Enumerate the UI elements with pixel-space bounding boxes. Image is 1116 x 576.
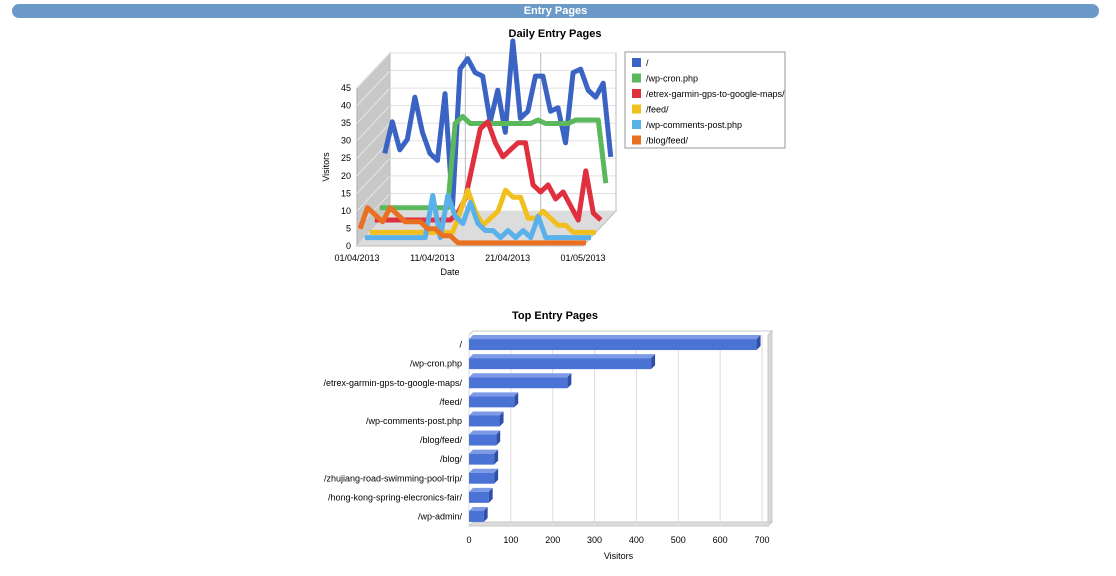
legend-swatch bbox=[632, 120, 641, 129]
category-label: / bbox=[459, 340, 462, 350]
bar-side bbox=[514, 392, 519, 408]
category-label: /blog/feed/ bbox=[420, 435, 463, 445]
series-line bbox=[364, 192, 591, 241]
category-label: /feed/ bbox=[439, 397, 462, 407]
y-gridline-side bbox=[356, 105, 391, 142]
series-line bbox=[379, 113, 609, 211]
y-tick-label: 15 bbox=[341, 188, 351, 198]
x-tick-label: 700 bbox=[754, 535, 769, 545]
bar bbox=[469, 434, 497, 446]
bar-chart-title: Top Entry Pages bbox=[512, 310, 598, 322]
x-tick-label: 100 bbox=[503, 535, 518, 545]
series-line bbox=[357, 205, 586, 246]
category-label: /wp-comments-post.php bbox=[366, 416, 462, 426]
legend-label: /wp-cron.php bbox=[646, 74, 698, 84]
category-label: /wp-admin/ bbox=[418, 511, 463, 521]
bar-top bbox=[469, 392, 519, 397]
y-gridline-side bbox=[356, 175, 391, 212]
category-label: /wp-cron.php bbox=[410, 359, 462, 369]
category-label: /etrex-garmin-gps-to-google-maps/ bbox=[323, 378, 462, 388]
bar-top bbox=[469, 354, 656, 359]
x-tick-label: 01/05/2013 bbox=[560, 253, 605, 263]
x-axis-label: Visitors bbox=[604, 551, 634, 561]
bar bbox=[469, 453, 495, 465]
bar-top bbox=[469, 411, 504, 416]
legend-swatch bbox=[632, 135, 641, 145]
bar-top bbox=[469, 449, 499, 454]
legend-label: /feed/ bbox=[646, 105, 669, 115]
category-label: /zhujiang-road-swimming-pool-trip/ bbox=[324, 473, 463, 483]
bar-side bbox=[483, 506, 488, 522]
y-tick-label: 0 bbox=[346, 241, 351, 251]
legend-label: /etrex-garmin-gps-to-google-maps/ bbox=[646, 89, 785, 99]
y-tick-label: 40 bbox=[341, 101, 351, 111]
y-axis-label: Visitors bbox=[321, 152, 331, 182]
y-gridline-side bbox=[356, 87, 391, 124]
bar-side bbox=[494, 468, 499, 484]
legend-box bbox=[624, 51, 786, 149]
line-chart-title: Daily Entry Pages bbox=[508, 28, 602, 40]
y-gridline-side bbox=[356, 122, 391, 159]
x-axis-label: Date bbox=[440, 267, 459, 277]
daily-entry-pages-chart: 0 5 10 15 20 25 30 35 40 45 01/04/2013 11/04/2013 21… bbox=[321, 38, 786, 277]
bar-top bbox=[469, 373, 572, 378]
bar-side bbox=[494, 449, 499, 465]
x-tick-label: 400 bbox=[629, 535, 644, 545]
y-tick-label: 5 bbox=[346, 223, 351, 233]
category-label: /blog/ bbox=[440, 454, 463, 464]
y-gridline-side bbox=[356, 157, 391, 194]
y-gridline-side bbox=[356, 52, 391, 89]
y-gridline-side bbox=[356, 70, 391, 106]
x-tick-label: 11/04/2013 bbox=[410, 253, 454, 263]
x-tick-label: 200 bbox=[545, 535, 560, 545]
x-tick-label: 21/04/2013 bbox=[485, 253, 530, 263]
bar bbox=[469, 339, 757, 351]
y-tick-label: 20 bbox=[341, 171, 351, 181]
x-tick-label: 600 bbox=[713, 535, 728, 545]
category-label: /hong-kong-spring-elecronics-fair/ bbox=[328, 492, 463, 502]
legend-swatch bbox=[632, 104, 641, 114]
y-tick-label: 30 bbox=[341, 136, 351, 146]
legend-swatch bbox=[632, 73, 641, 83]
bar bbox=[469, 377, 568, 389]
y-tick-label: 25 bbox=[341, 153, 351, 163]
x-tick-label: 500 bbox=[671, 535, 686, 545]
bar-top bbox=[469, 430, 501, 435]
y-tick-label: 45 bbox=[341, 83, 351, 93]
bar bbox=[469, 472, 495, 484]
x-tick-label: 01/04/2013 bbox=[334, 253, 379, 263]
legend-label: / bbox=[646, 58, 649, 68]
bar bbox=[469, 396, 515, 408]
series-line bbox=[382, 38, 614, 209]
bar bbox=[469, 358, 652, 370]
x-tick-label: 0 bbox=[466, 535, 471, 545]
bar-side bbox=[567, 373, 572, 389]
bar-right-wall bbox=[767, 329, 773, 528]
bar bbox=[469, 415, 500, 427]
legend-swatch bbox=[632, 89, 641, 98]
section-header: Entry Pages bbox=[12, 4, 1099, 18]
bar-top bbox=[469, 506, 488, 511]
bar-floor bbox=[467, 521, 774, 527]
bar-side bbox=[488, 487, 493, 503]
bar bbox=[469, 510, 484, 522]
x-tick-label: 300 bbox=[587, 535, 602, 545]
bar-top bbox=[469, 487, 493, 492]
legend-label: /blog/feed/ bbox=[646, 136, 689, 146]
bar-side bbox=[756, 335, 761, 351]
legend-label: /wp-comments-post.php bbox=[646, 120, 742, 130]
legend-swatch bbox=[632, 58, 641, 67]
y-tick-label: 10 bbox=[341, 206, 351, 216]
y-tick-label: 35 bbox=[341, 118, 351, 128]
bar bbox=[469, 491, 489, 503]
bar-side bbox=[499, 411, 504, 427]
bar-top bbox=[469, 468, 499, 473]
bar-side bbox=[651, 354, 656, 370]
bar-side bbox=[496, 430, 501, 446]
bar-top bbox=[469, 335, 761, 340]
